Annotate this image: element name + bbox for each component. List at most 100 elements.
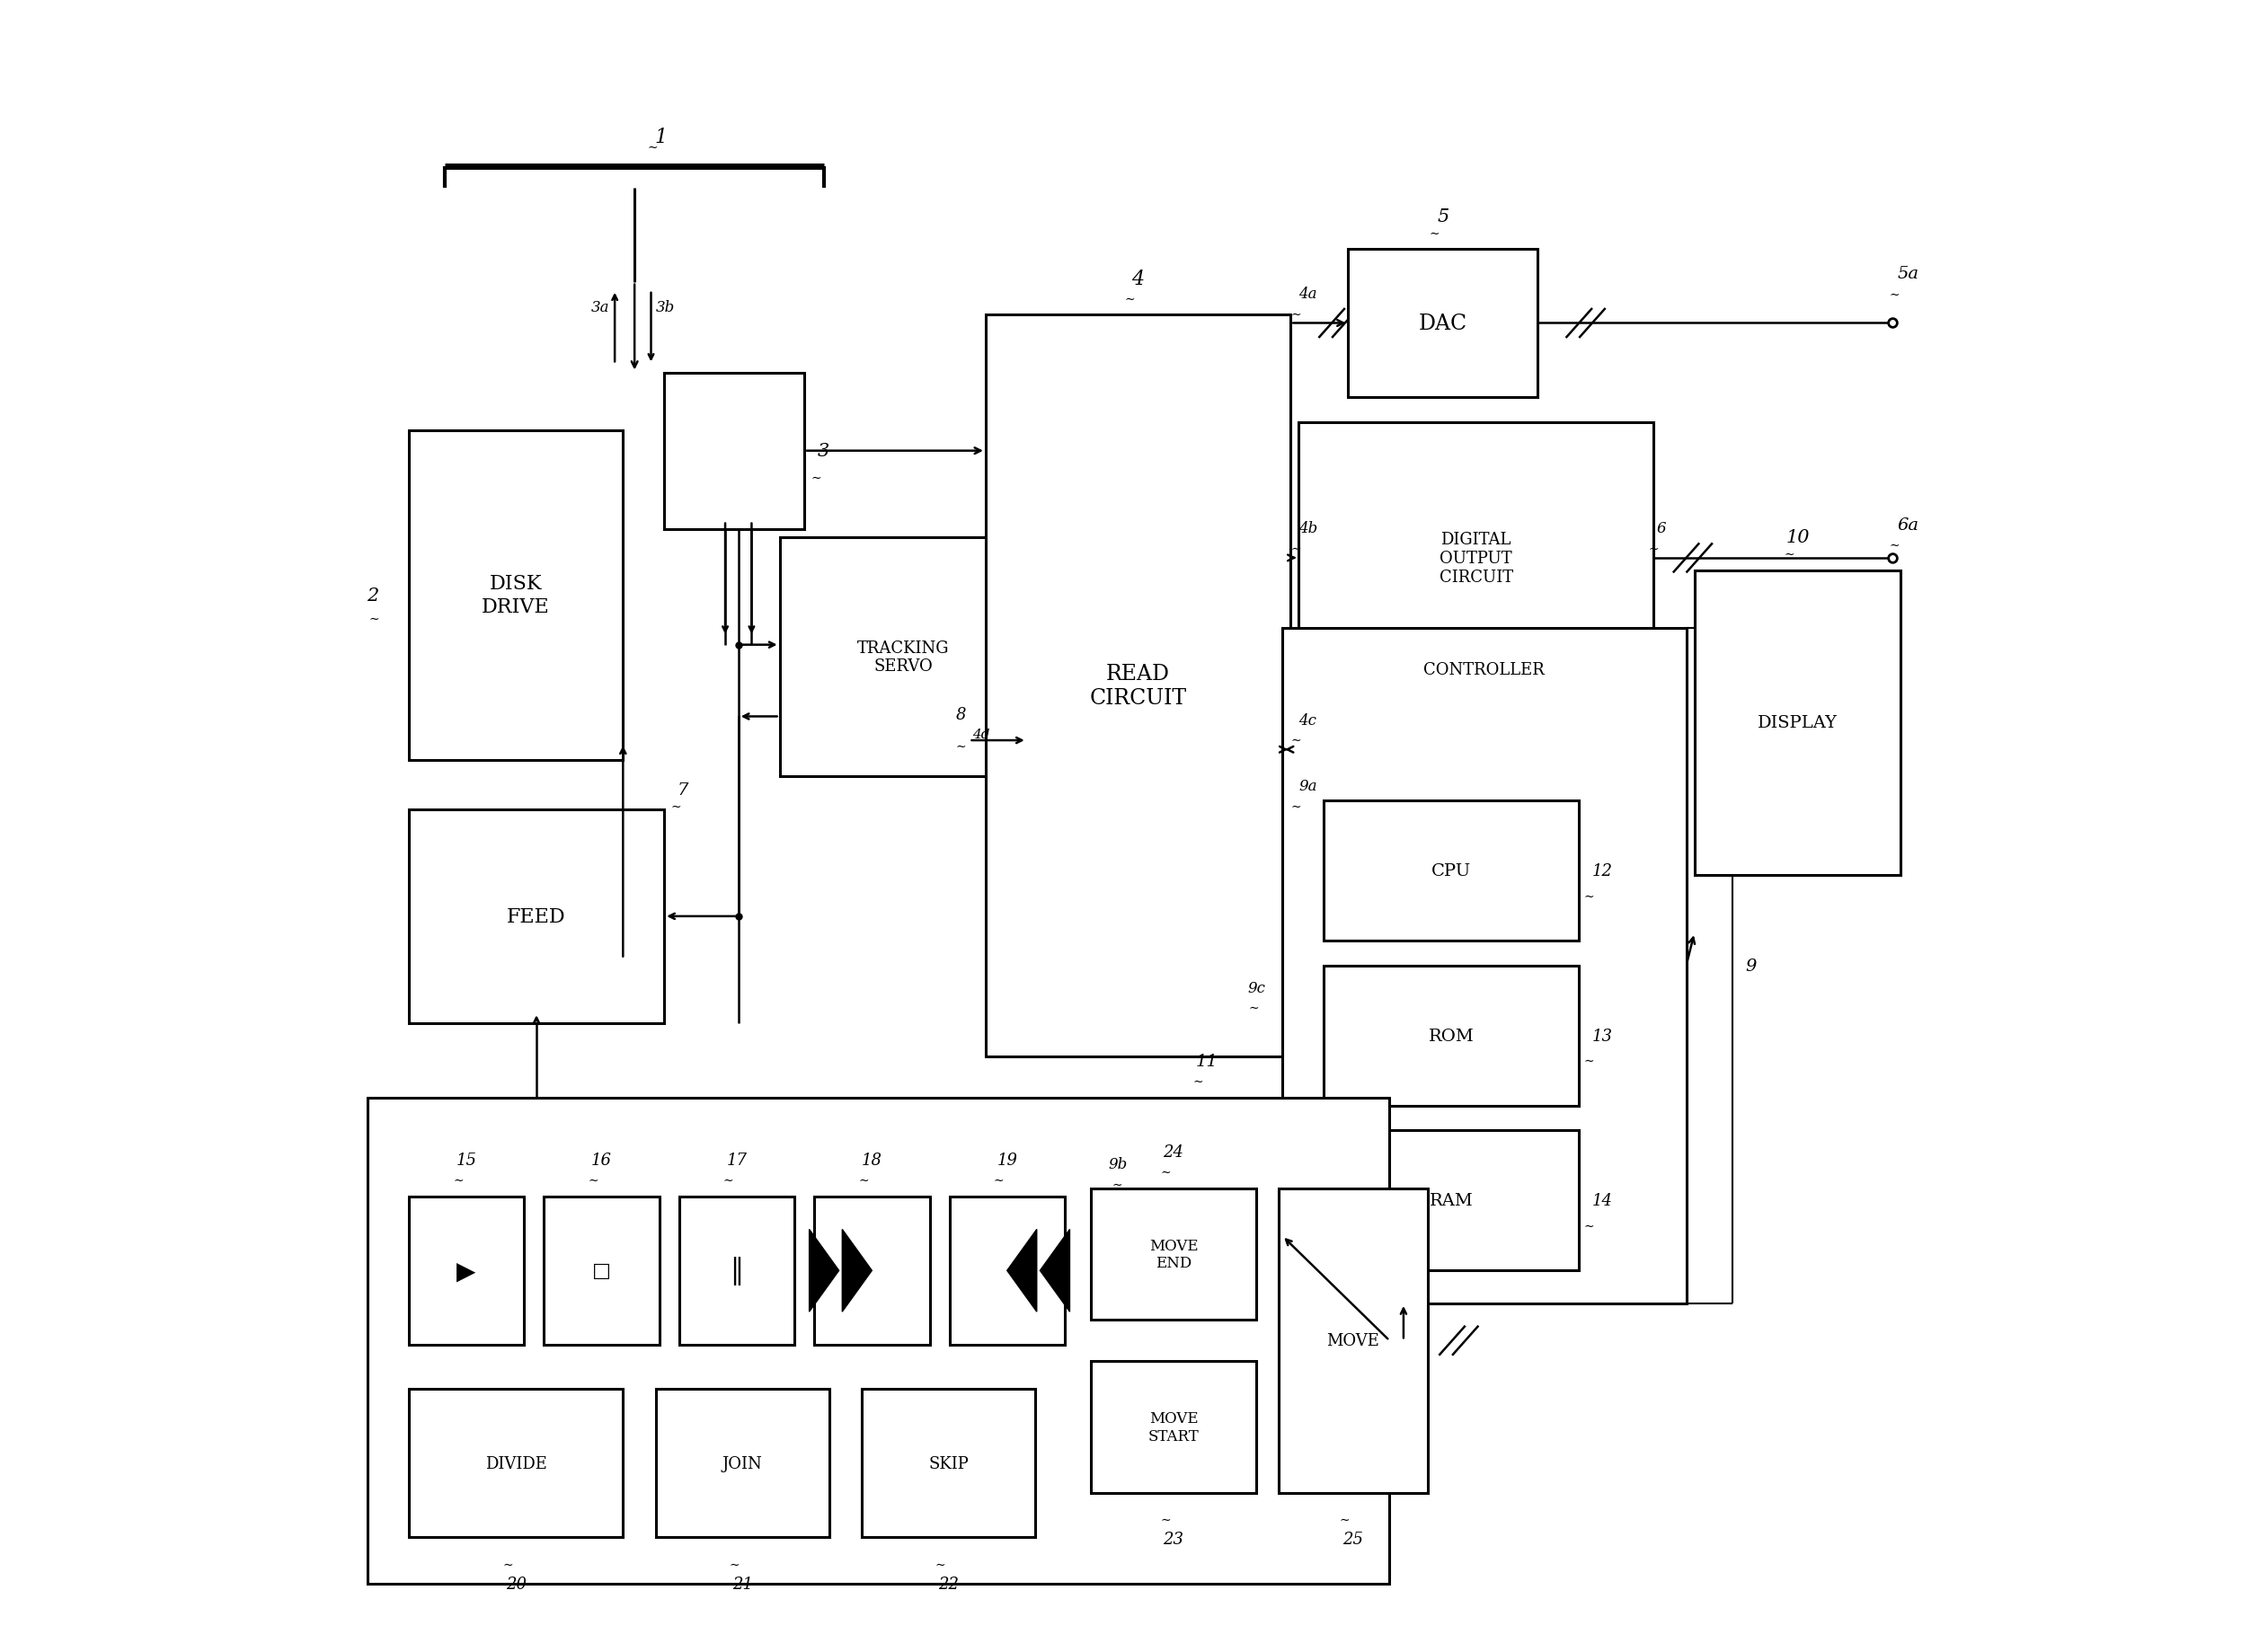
Text: 25: 25 [1343,1531,1363,1548]
FancyBboxPatch shape [408,1389,624,1538]
Text: 12: 12 [1592,864,1613,879]
Polygon shape [810,1229,839,1312]
Text: 4c: 4c [1300,712,1318,729]
Text: DIVIDE: DIVIDE [485,1455,547,1472]
Text: 4a: 4a [1300,286,1318,302]
Text: 13: 13 [1592,1028,1613,1044]
Text: ∼: ∼ [812,471,821,484]
Text: ∼: ∼ [934,1558,946,1569]
Text: JOIN: JOIN [723,1455,762,1472]
Text: 3b: 3b [655,299,676,316]
Text: MOVE
START: MOVE START [1148,1411,1200,1444]
Text: 9c: 9c [1247,980,1266,996]
Text: ∼: ∼ [955,740,966,752]
Text: 18: 18 [862,1151,882,1168]
Text: ∼: ∼ [993,1175,1005,1186]
FancyBboxPatch shape [1325,1130,1579,1270]
FancyBboxPatch shape [544,1196,660,1345]
Text: 7: 7 [678,781,689,798]
FancyBboxPatch shape [814,1196,930,1345]
Text: DIGITAL
OUTPUT
CIRCUIT: DIGITAL OUTPUT CIRCUIT [1440,532,1513,585]
Text: ∼: ∼ [454,1175,463,1186]
Text: □: □ [592,1262,610,1280]
Text: 9a: 9a [1300,778,1318,793]
Text: CPU: CPU [1431,864,1472,879]
FancyBboxPatch shape [408,431,624,760]
Text: DAC: DAC [1420,314,1467,334]
Text: 4: 4 [1132,269,1145,289]
Text: 11: 11 [1195,1054,1218,1069]
FancyBboxPatch shape [950,1196,1064,1345]
Text: FEED: FEED [508,907,567,927]
Text: 9b: 9b [1109,1156,1127,1171]
Text: 16: 16 [592,1151,612,1168]
FancyBboxPatch shape [1281,628,1685,1303]
Text: DISK
DRIVE: DISK DRIVE [481,575,549,616]
Text: RAM: RAM [1429,1193,1474,1209]
Text: ∼: ∼ [1161,1166,1170,1178]
Text: 15: 15 [456,1151,476,1168]
FancyBboxPatch shape [408,809,665,1024]
Text: ∼: ∼ [860,1175,869,1186]
Text: 22: 22 [939,1576,959,1593]
FancyBboxPatch shape [1694,570,1901,876]
Text: SKIP: SKIP [928,1455,968,1472]
Text: ∼: ∼ [1429,226,1440,240]
FancyBboxPatch shape [1091,1188,1256,1320]
FancyBboxPatch shape [1279,1188,1427,1493]
Text: 2: 2 [367,586,379,605]
Text: 19: 19 [996,1151,1018,1168]
Text: MOVE: MOVE [1327,1333,1379,1348]
Text: 20: 20 [506,1576,526,1593]
Text: ∼: ∼ [1785,548,1794,560]
FancyBboxPatch shape [367,1099,1390,1584]
Text: ∼: ∼ [1290,733,1302,747]
Text: TRACKING
SERVO: TRACKING SERVO [857,639,950,674]
Text: ∼: ∼ [1583,890,1594,902]
FancyBboxPatch shape [987,316,1290,1057]
Text: MOVE
END: MOVE END [1150,1237,1198,1270]
Text: ∼: ∼ [1193,1075,1204,1087]
Text: DISPLAY: DISPLAY [1758,715,1837,732]
Text: ∼: ∼ [671,800,680,813]
Text: 5a: 5a [1898,266,1919,282]
Text: ∼: ∼ [649,140,658,154]
FancyBboxPatch shape [1325,801,1579,942]
Text: 21: 21 [733,1576,753,1593]
FancyBboxPatch shape [1325,966,1579,1105]
Text: 9: 9 [1746,958,1758,975]
Text: ∼: ∼ [1290,542,1302,555]
Text: ∼: ∼ [728,1558,739,1569]
Polygon shape [1041,1229,1070,1312]
Text: 3a: 3a [592,299,610,316]
FancyBboxPatch shape [1091,1361,1256,1493]
Text: 6: 6 [1656,520,1667,537]
Text: 23: 23 [1163,1531,1184,1548]
FancyBboxPatch shape [1300,423,1653,694]
FancyBboxPatch shape [862,1389,1034,1538]
Text: 24: 24 [1163,1145,1184,1160]
Text: ‖: ‖ [730,1256,744,1285]
Text: ∼: ∼ [1889,539,1898,552]
Text: ∼: ∼ [370,613,379,624]
Text: ∼: ∼ [1583,1054,1594,1067]
Polygon shape [841,1229,871,1312]
Text: ∼: ∼ [1161,1513,1170,1526]
Text: 10: 10 [1785,529,1810,547]
FancyBboxPatch shape [408,1196,524,1345]
Text: 5: 5 [1438,208,1449,225]
Text: ∼: ∼ [1290,800,1302,813]
Text: ∼: ∼ [587,1175,599,1186]
Text: ∼: ∼ [1649,542,1658,555]
Text: ∼: ∼ [1250,1001,1259,1014]
Text: 17: 17 [726,1151,746,1168]
Polygon shape [1007,1229,1036,1312]
FancyBboxPatch shape [780,539,1027,776]
Text: ∼: ∼ [1889,287,1898,301]
Text: 3: 3 [816,443,830,459]
FancyBboxPatch shape [678,1196,794,1345]
Text: ∼: ∼ [723,1175,735,1186]
Text: ∼: ∼ [1340,1513,1349,1526]
Text: 4b: 4b [1300,520,1318,537]
Text: 1: 1 [655,127,667,147]
